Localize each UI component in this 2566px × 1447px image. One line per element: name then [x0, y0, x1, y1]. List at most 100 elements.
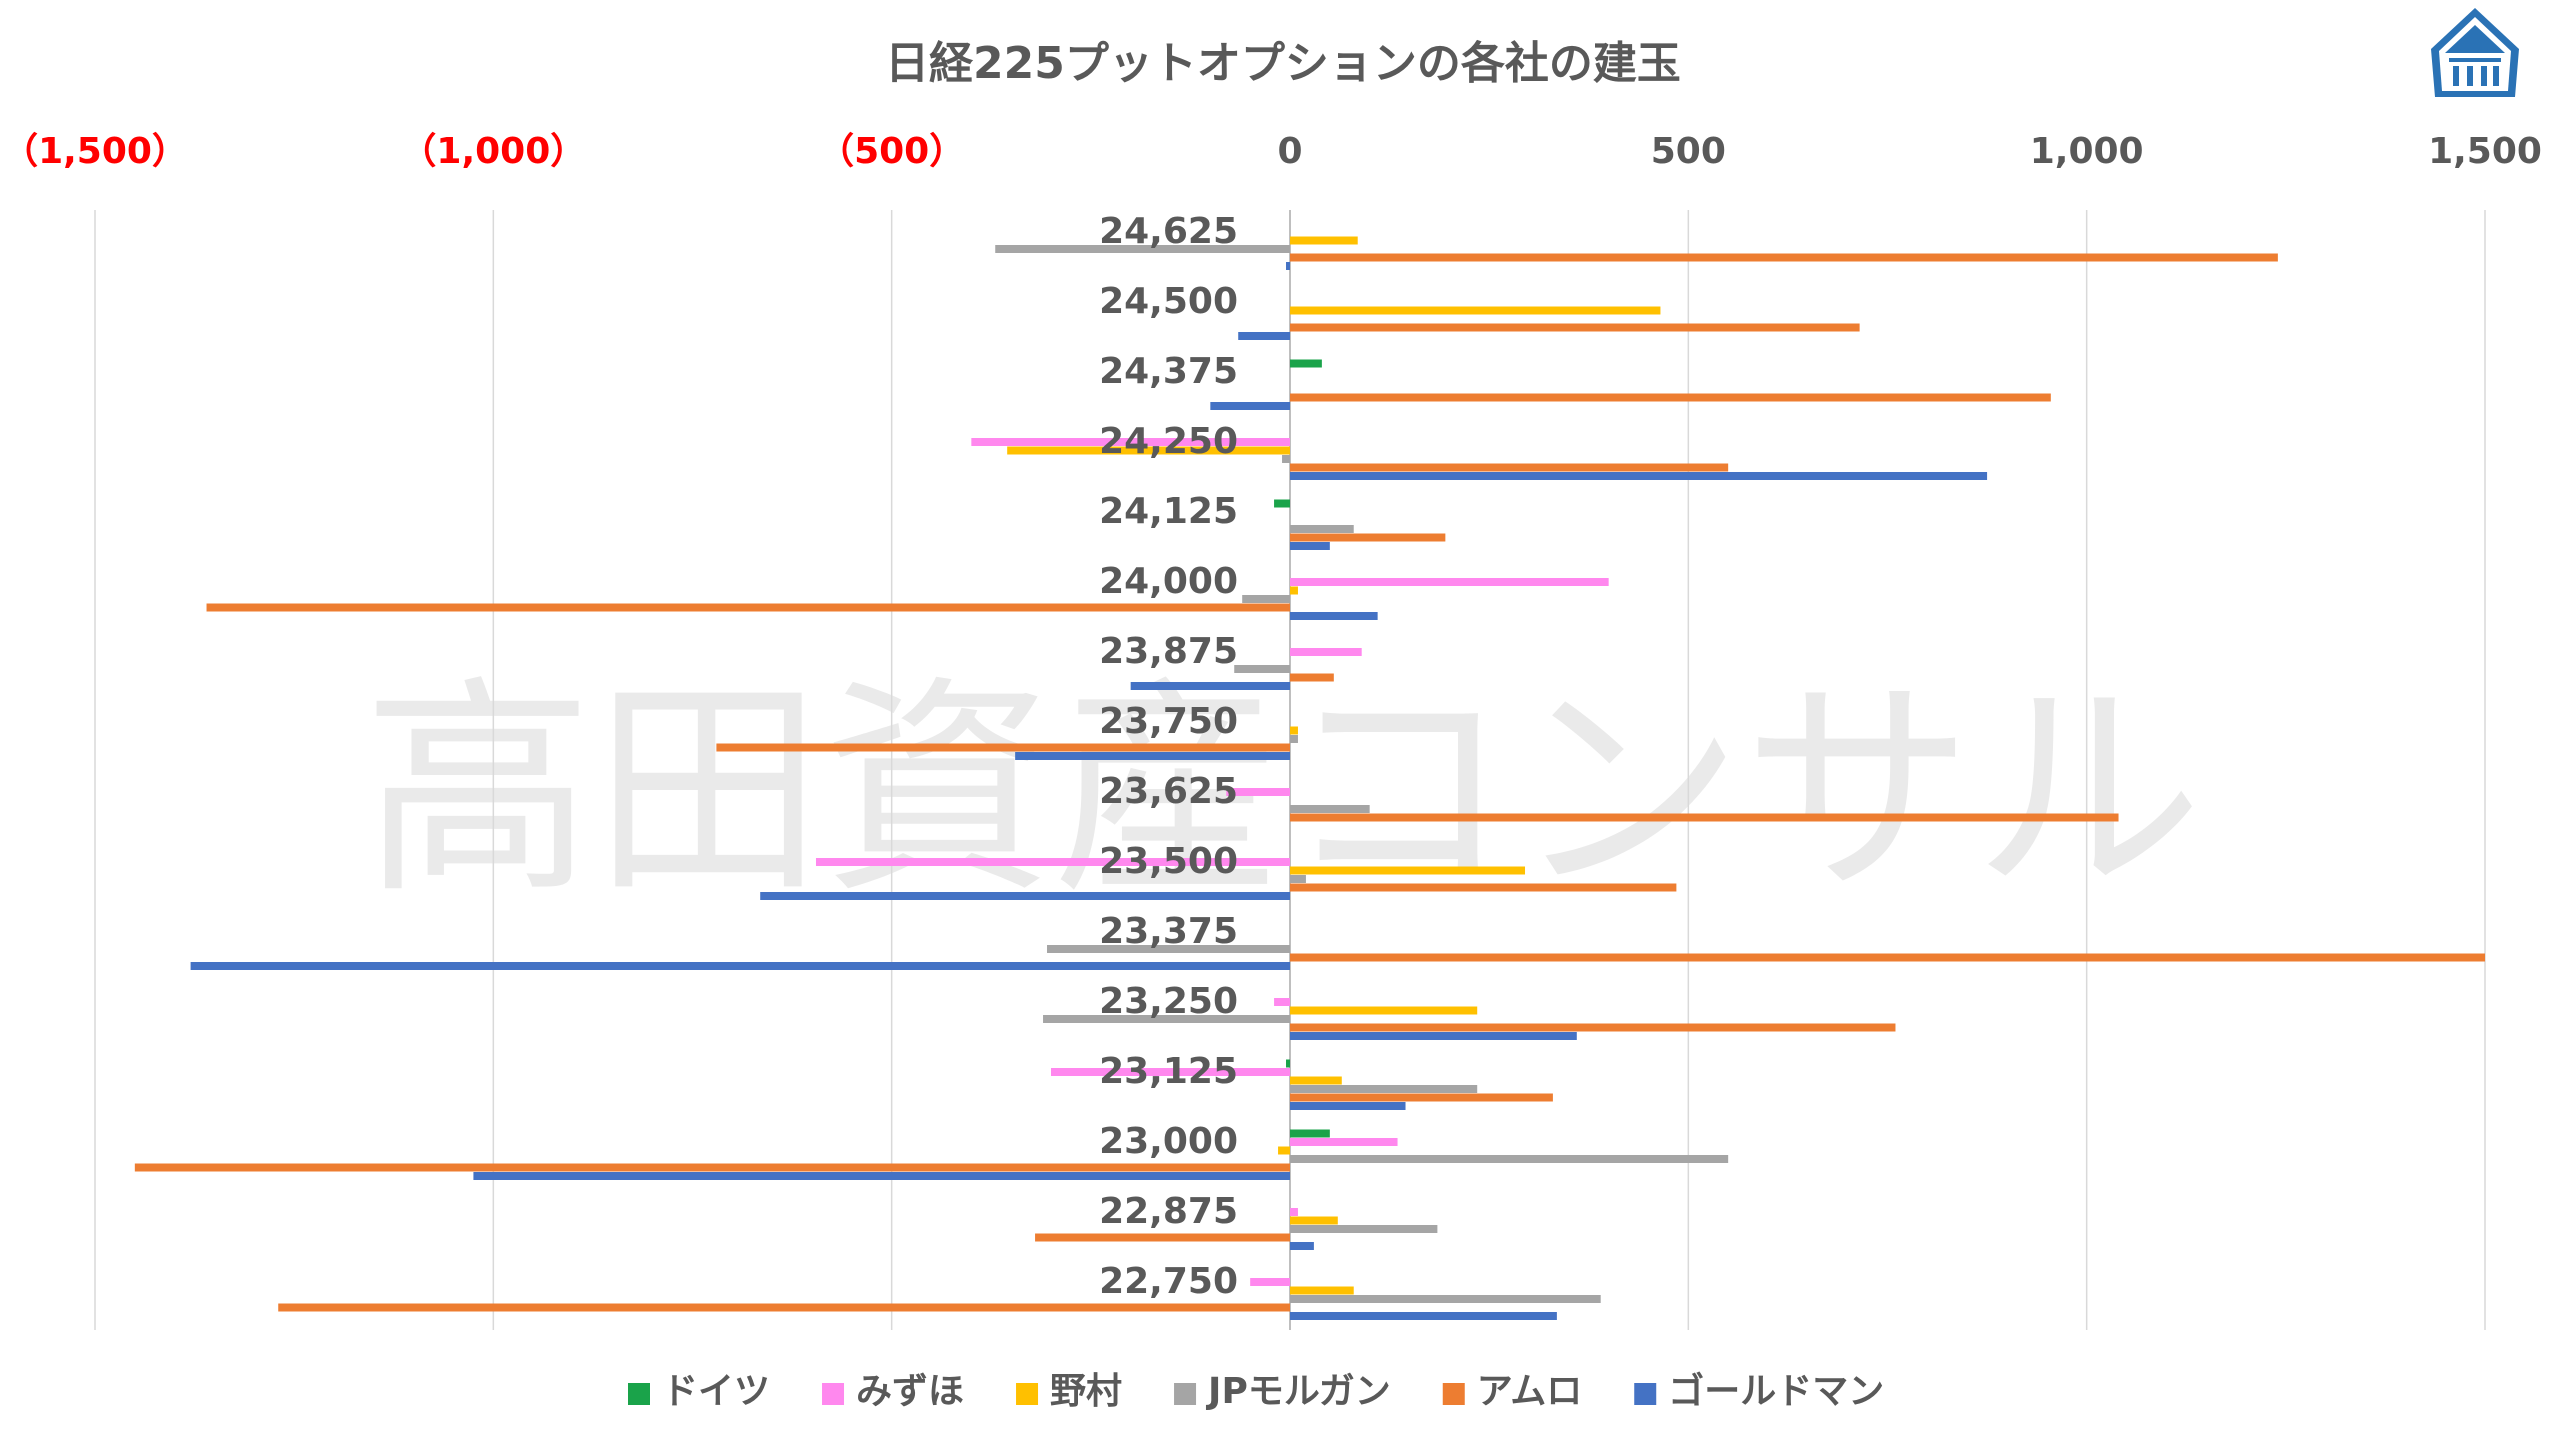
bar [1290, 1225, 1438, 1233]
bar [1290, 673, 1334, 682]
bar [1290, 393, 2051, 402]
category-label: 23,000 [1099, 1121, 1238, 1162]
legend-swatch [1174, 1383, 1197, 1405]
bar [1007, 446, 1290, 455]
bar [1290, 359, 1322, 368]
bar [1130, 682, 1290, 690]
bar [1290, 463, 1729, 472]
bar [1274, 499, 1290, 508]
category-label: 24,250 [1099, 421, 1238, 462]
bar [1290, 1032, 1577, 1040]
legend-item: ドイツ [628, 1371, 770, 1412]
bar [1238, 332, 1290, 340]
bar [760, 892, 1290, 900]
chart-title: 日経225プットオプションの各社の建玉 [885, 38, 1681, 89]
x-tick-label: （1,000） [400, 131, 586, 172]
bar [473, 1172, 1291, 1180]
bar [1290, 1295, 1601, 1303]
bar [1015, 752, 1290, 760]
bar [1290, 648, 1362, 656]
bar [1290, 578, 1609, 586]
legend-label: みずほ [856, 1371, 964, 1412]
category-label: 22,875 [1099, 1191, 1238, 1232]
bar [1035, 1233, 1290, 1242]
x-tick-label: 1,500 [2428, 131, 2542, 172]
bar [1234, 665, 1290, 673]
category-label: 23,875 [1099, 631, 1238, 672]
bar [1282, 455, 1290, 463]
bar [1242, 595, 1290, 603]
legend-item: 野村 [1016, 1371, 1122, 1412]
bar [1290, 726, 1298, 735]
category-label: 23,625 [1099, 771, 1238, 812]
x-tick-label: 0 [1277, 131, 1302, 172]
bar [1274, 998, 1290, 1006]
bar [1290, 1242, 1314, 1250]
bar [1290, 813, 2119, 822]
bar [1290, 525, 1354, 533]
legend-item: JPモルガン [1174, 1371, 1391, 1412]
category-label: 23,125 [1099, 1051, 1238, 1092]
bar [1290, 1129, 1330, 1138]
category-label: 23,500 [1099, 841, 1238, 882]
bar [1210, 402, 1290, 410]
bar [1290, 875, 1306, 883]
bar [1290, 1312, 1557, 1320]
x-tick-labels: （1,500） （1,000） （500） 0 500 1,000 1,500 [2, 131, 2542, 172]
bar [971, 438, 1290, 446]
bar [1290, 1076, 1342, 1085]
bar [1290, 735, 1298, 743]
bar [1047, 945, 1290, 953]
x-tick-label: 500 [1651, 131, 1726, 172]
bar [1290, 883, 1677, 892]
legend-label: ゴールドマン [1668, 1370, 1884, 1412]
category-label: 24,500 [1099, 281, 1238, 322]
bar [1250, 1278, 1290, 1286]
legend-swatch [1016, 1383, 1039, 1405]
bar [1290, 1006, 1478, 1015]
bar [716, 743, 1290, 752]
legend-swatch [822, 1383, 845, 1405]
legend-label: ドイツ [662, 1371, 770, 1412]
category-label: 23,750 [1099, 701, 1238, 742]
bar [1290, 1102, 1406, 1110]
bar [278, 1303, 1290, 1312]
bar [1290, 805, 1370, 813]
category-label: 24,375 [1099, 351, 1238, 392]
legend-item: ゴールドマン [1634, 1370, 1884, 1412]
bar [1226, 788, 1290, 796]
bar [1290, 612, 1378, 620]
bars [134, 236, 2485, 1320]
legend-item: アムロ [1442, 1371, 1582, 1412]
bar [1290, 1138, 1398, 1146]
bar [1290, 472, 1988, 480]
bar [1290, 533, 1446, 542]
bar [1290, 1023, 1896, 1032]
legend-label: 野村 [1050, 1371, 1122, 1412]
bar [1290, 1093, 1553, 1102]
bar [1290, 866, 1526, 875]
bar [1290, 1216, 1338, 1225]
x-tick-label: 1,000 [2030, 131, 2144, 172]
bar [1290, 1208, 1298, 1216]
bar [1286, 1059, 1290, 1068]
bar [1290, 586, 1298, 595]
bar [134, 1163, 1290, 1172]
bar [1290, 953, 2485, 962]
category-label: 24,625 [1099, 211, 1238, 252]
bar [1286, 262, 1290, 270]
bar [1278, 1146, 1290, 1155]
bar [1290, 236, 1358, 245]
x-tick-label: （1,500） [2, 131, 188, 172]
legend-swatch [1634, 1383, 1657, 1405]
legend-label: アムロ [1477, 1371, 1582, 1412]
bar [1290, 1286, 1354, 1295]
bar [995, 245, 1290, 253]
bar [815, 858, 1290, 866]
legend-swatch [628, 1383, 650, 1405]
bar [1290, 1155, 1729, 1163]
category-labels: 24,625 24,500 24,375 24,250 24,125 24,000 23,8… [1099, 211, 1238, 1302]
bar [1051, 1068, 1290, 1076]
